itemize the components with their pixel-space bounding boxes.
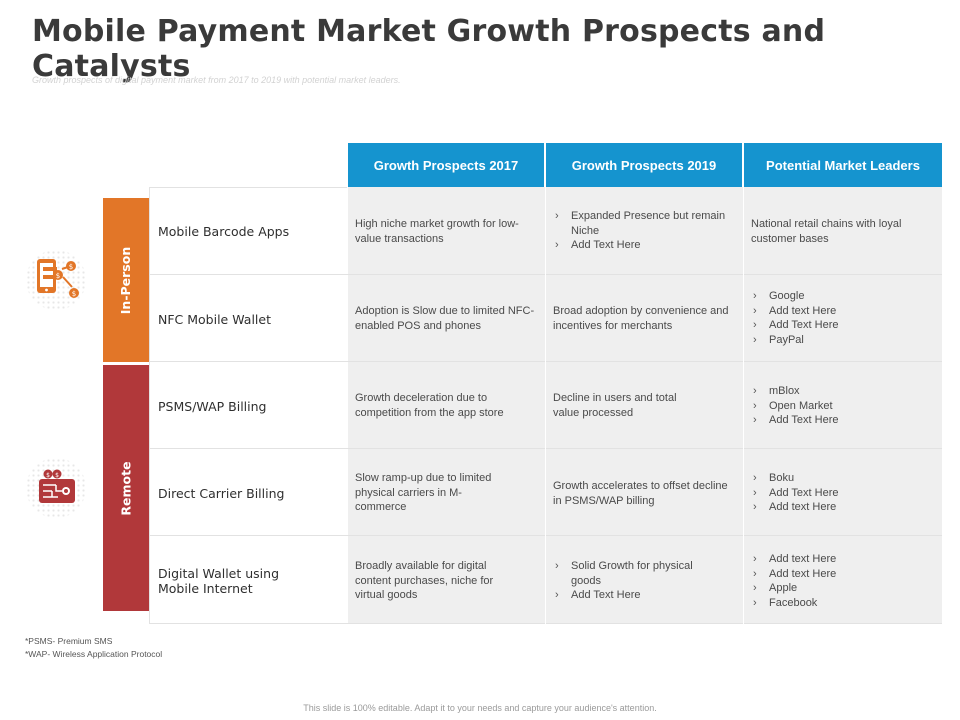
cell-leaders-psms: mBlox Open Market Add Text Here (751, 384, 935, 428)
svg-text:$: $ (46, 472, 50, 479)
header-growth-2019: Growth Prospects 2019 (546, 143, 742, 187)
cell-gp2019-nfc: Broad adoption by convenience and incent… (553, 305, 729, 332)
list-item: Add Text Here (553, 238, 737, 253)
cell-gp2017-digital-wallet: Broadly available for digital content pu… (355, 560, 494, 602)
list-item: Facebook (751, 596, 935, 611)
cell-gp2019-direct-carrier: Growth accelerates to offset decline in … (553, 480, 728, 507)
column-divider (545, 187, 546, 624)
footnote-psms: *PSMS- Premium SMS (25, 636, 113, 646)
list-item: mBlox (751, 384, 935, 399)
group-band-in-person: In-Person (103, 198, 149, 362)
svg-text:$: $ (69, 263, 73, 271)
list-item: Apple (751, 581, 935, 596)
row-label-direct-carrier-billing: Direct Carrier Billing (158, 486, 285, 501)
list-item: Add text Here (751, 500, 935, 515)
header-growth-2017: Growth Prospects 2017 (348, 143, 544, 187)
cell-gp2017-direct-carrier: Slow ramp-up due to limited physical car… (355, 472, 492, 514)
row-label-psms-wap-billing: PSMS/WAP Billing (158, 399, 267, 414)
list-item: Open Market (751, 399, 935, 414)
list-item: Expanded Presence but remain Niche (553, 209, 737, 238)
cell-leaders-mobile-barcode: National retail chains with loyal custom… (751, 218, 902, 245)
footnote-wap: *WAP- Wireless Application Protocol (25, 649, 163, 659)
list-item: Add text Here (751, 567, 935, 582)
svg-text:$: $ (56, 272, 60, 280)
cell-gp2017-mobile-barcode: High niche market growth for low-value t… (355, 218, 519, 245)
mobile-payment-icon: $ $ $ (26, 250, 86, 310)
cell-gp2019-psms: Decline in users and total value process… (553, 392, 677, 419)
column-divider (743, 187, 744, 624)
cell-gp2019-digital-wallet: Solid Growth for physical goods Add Text… (553, 559, 723, 603)
subtitle: Growth prospects of digital payment mark… (32, 75, 401, 85)
list-item: Add text Here (751, 552, 935, 567)
list-item: PayPal (751, 333, 935, 348)
list-item: Add text Here (751, 304, 935, 319)
wallet-circuit-icon: $ $ (26, 458, 86, 518)
group-band-remote: Remote (103, 365, 149, 611)
list-item: Boku (751, 471, 935, 486)
svg-text:$: $ (55, 472, 59, 479)
cell-gp2017-nfc: Adoption is Slow due to limited NFC- ena… (355, 305, 535, 332)
group-label-in-person: In-Person (118, 246, 134, 314)
page-title: Mobile Payment Market Growth Prospects a… (32, 14, 826, 84)
row-label-mobile-barcode-apps: Mobile Barcode Apps (158, 224, 290, 239)
group-label-remote: Remote (118, 460, 134, 516)
list-item: Add Text Here (751, 318, 935, 333)
cell-gp2019-mobile-barcode: Expanded Presence but remain Niche Add T… (553, 209, 737, 253)
list-item: Add Text Here (553, 588, 723, 603)
cell-leaders-nfc: Google Add text Here Add Text Here PayPa… (751, 289, 935, 347)
header-market-leaders: Potential Market Leaders (744, 143, 942, 187)
footer-note: This slide is 100% editable. Adapt it to… (303, 703, 657, 713)
svg-text:$: $ (72, 290, 76, 298)
list-item: Solid Growth for physical goods (553, 559, 723, 588)
row-label-nfc-mobile-wallet: NFC Mobile Wallet (158, 312, 271, 327)
row-label-digital-wallet: Digital Wallet using Mobile Internet (158, 566, 280, 596)
list-item: Google (751, 289, 935, 304)
list-item: Add Text Here (751, 413, 935, 428)
cell-gp2017-psms: Growth deceleration due to competition f… (355, 392, 504, 419)
list-item: Add Text Here (751, 486, 935, 501)
row-label-column (149, 187, 347, 624)
cell-leaders-direct-carrier: Boku Add Text Here Add text Here (751, 471, 935, 515)
cell-leaders-digital-wallet: Add text Here Add text Here Apple Facebo… (751, 552, 935, 610)
